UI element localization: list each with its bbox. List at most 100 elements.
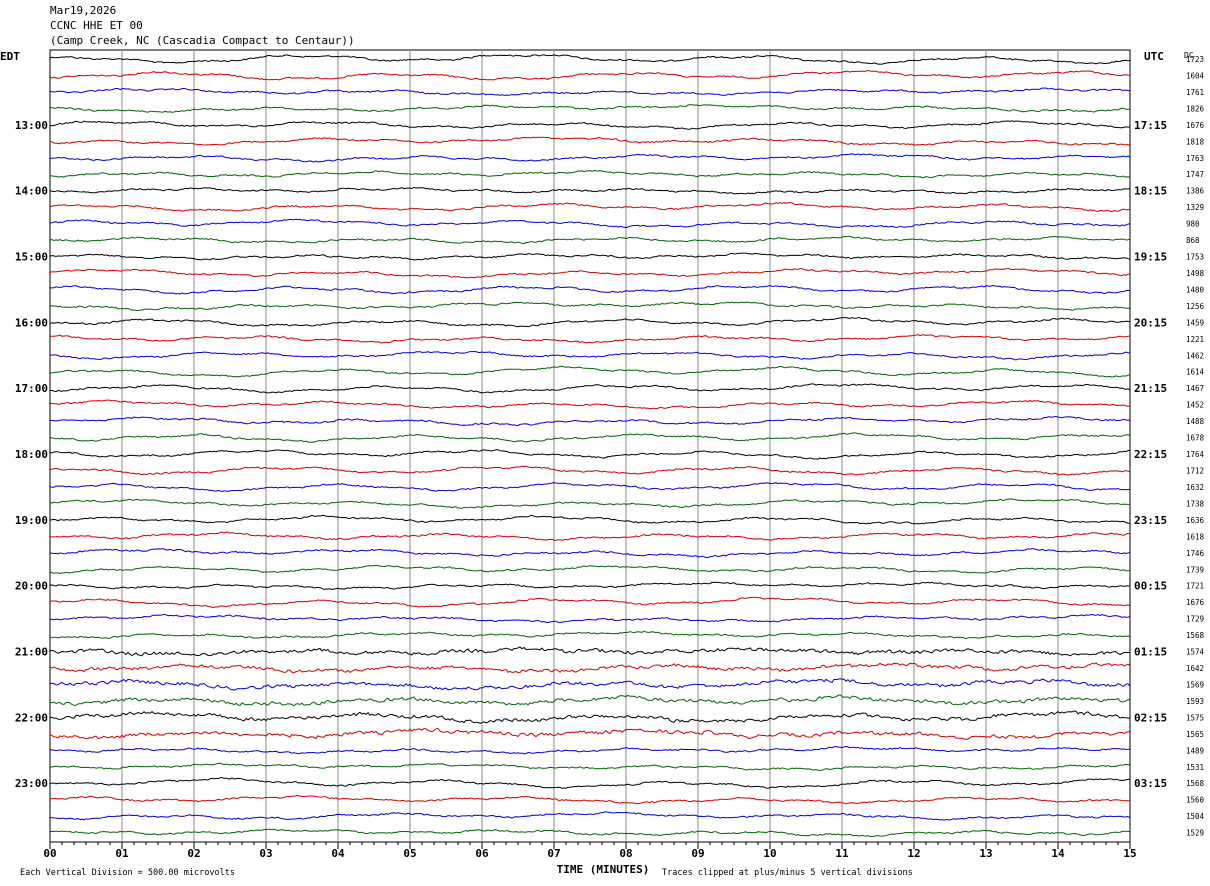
x-tick-label: 03 xyxy=(259,847,272,860)
trace-line xyxy=(49,727,1130,740)
trace-line xyxy=(49,449,1131,460)
edt-time-label: 15:00 xyxy=(15,251,48,264)
x-tick-label: 06 xyxy=(475,847,489,860)
trace-line xyxy=(50,613,1131,624)
x-tick-label: 11 xyxy=(835,847,849,860)
dc-offset-label: 1531 xyxy=(1186,763,1204,772)
labels: 00 01 02 03 04 05 06 07 08 09 10 11 12 13 14 15 1723 1604… xyxy=(0,50,1205,878)
dc-offset-label: 868 xyxy=(1186,236,1200,245)
dc-offset-label: 1529 xyxy=(1186,829,1204,838)
trace-line xyxy=(49,87,1131,96)
dc-offset-label: 1604 xyxy=(1186,71,1205,80)
dc-offset-label: 1489 xyxy=(1186,746,1204,755)
trace-line xyxy=(49,104,1130,113)
edt-time-label: 23:00 xyxy=(15,777,48,790)
trace-line xyxy=(49,745,1131,755)
dc-offset-label: 1712 xyxy=(1186,467,1204,476)
edt-time-label: 17:00 xyxy=(15,382,48,395)
trace-line xyxy=(49,432,1131,443)
dc-offset-label: 1818 xyxy=(1186,137,1205,146)
dc-offset-label: 1504 xyxy=(1186,812,1205,821)
station-label: CCNC HHE ET 00 xyxy=(50,19,143,32)
dc-offset-label: 1642 xyxy=(1186,664,1204,673)
dc-offset-label: 1574 xyxy=(1186,648,1205,657)
dc-offset-label: 1676 xyxy=(1186,598,1205,607)
utc-time-label: 03:15 xyxy=(1134,777,1167,790)
dc-offset-label: 1721 xyxy=(1186,582,1204,591)
dc-offset-label: 1746 xyxy=(1186,549,1205,558)
x-tick-label: 01 xyxy=(115,847,129,860)
trace-line xyxy=(49,252,1131,261)
dc-offset-label: 1618 xyxy=(1186,532,1205,541)
trace-line xyxy=(49,710,1131,724)
location-label: (Camp Creek, NC (Cascadia Compact to Cen… xyxy=(50,34,355,47)
dc-offset-label: 1575 xyxy=(1186,713,1204,722)
traces xyxy=(49,54,1131,838)
dc-offset-label: 1764 xyxy=(1186,450,1205,459)
dc-offset-label: 1459 xyxy=(1186,318,1204,327)
trace-line xyxy=(49,794,1130,805)
edt-time-label: 20:00 xyxy=(15,580,48,593)
edt-time-label: 19:00 xyxy=(15,514,48,527)
dc-offset-label: 1636 xyxy=(1186,516,1205,525)
trace-line xyxy=(49,482,1131,493)
trace-line xyxy=(49,120,1131,130)
trace-line xyxy=(49,153,1131,163)
x-axis-title: TIME (MINUTES) xyxy=(557,863,650,876)
dc-offset-label: 1753 xyxy=(1186,253,1204,262)
dc-offset-label: 1763 xyxy=(1186,154,1204,163)
trace-line xyxy=(49,54,1131,65)
x-tick-label: 09 xyxy=(691,847,704,860)
trace-line xyxy=(49,811,1131,821)
utc-axis-label: UTC xyxy=(1144,50,1164,63)
dc-offset-label: 1568 xyxy=(1186,631,1205,640)
dc-offset-label: 1221 xyxy=(1186,335,1204,344)
trace-line xyxy=(49,514,1131,525)
dc-offset-label: 1568 xyxy=(1186,779,1205,788)
utc-time-label: 23:15 xyxy=(1134,514,1167,527)
trace-line xyxy=(49,694,1131,707)
trace-line xyxy=(49,301,1131,312)
dc-offset-label: 1678 xyxy=(1186,434,1205,443)
trace-line xyxy=(49,498,1130,509)
utc-time-label: 17:15 xyxy=(1134,119,1167,132)
trace-line xyxy=(49,596,1131,608)
edt-time-label: 14:00 xyxy=(15,185,48,198)
utc-time-label: 19:15 xyxy=(1134,251,1167,264)
dc-offset-label: 1739 xyxy=(1186,565,1204,574)
dc-offset-label: 1565 xyxy=(1186,730,1204,739)
x-tick-label: 13 xyxy=(979,847,992,860)
trace-line xyxy=(49,186,1131,195)
trace-line xyxy=(49,581,1131,591)
dc-offset-label: 1747 xyxy=(1186,170,1204,179)
dc-header-label: DC xyxy=(1184,51,1194,60)
utc-time-label: 00:15 xyxy=(1134,580,1167,593)
dc-offset-label: 1826 xyxy=(1186,104,1205,113)
dc-offset-label: 1738 xyxy=(1186,499,1205,508)
dc-offset-label: 1498 xyxy=(1186,269,1205,278)
dc-offset-label: 1723 xyxy=(1186,55,1204,64)
trace-line xyxy=(49,630,1131,640)
trace-line xyxy=(49,69,1131,81)
trace-line xyxy=(49,136,1131,146)
dc-offset-label: 1632 xyxy=(1186,483,1204,492)
dc-offset-label: 1452 xyxy=(1186,401,1204,410)
dc-offset-label: 1256 xyxy=(1186,302,1205,311)
dc-offset-label: 1329 xyxy=(1186,203,1204,212)
trace-line xyxy=(49,678,1131,691)
utc-time-label: 22:15 xyxy=(1134,448,1167,461)
x-tick-label: 08 xyxy=(619,847,632,860)
dc-offset-label: 980 xyxy=(1186,220,1200,229)
trace-line xyxy=(49,564,1131,575)
trace-line xyxy=(49,415,1131,427)
trace-line xyxy=(49,646,1131,657)
dc-offset-label: 1488 xyxy=(1186,417,1205,426)
utc-time-label: 20:15 xyxy=(1134,316,1167,329)
edt-time-label: 21:00 xyxy=(15,646,48,659)
x-tick-label: 05 xyxy=(403,847,416,860)
trace-line xyxy=(49,202,1130,213)
utc-time-label: 21:15 xyxy=(1134,382,1167,395)
trace-line xyxy=(49,267,1131,279)
x-tick-label: 07 xyxy=(547,847,560,860)
trace-line xyxy=(49,169,1131,179)
